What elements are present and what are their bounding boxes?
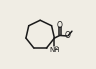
Text: O: O [65,31,71,40]
Text: NH: NH [49,47,59,53]
Text: 2: 2 [54,46,58,51]
Text: O: O [57,21,63,30]
